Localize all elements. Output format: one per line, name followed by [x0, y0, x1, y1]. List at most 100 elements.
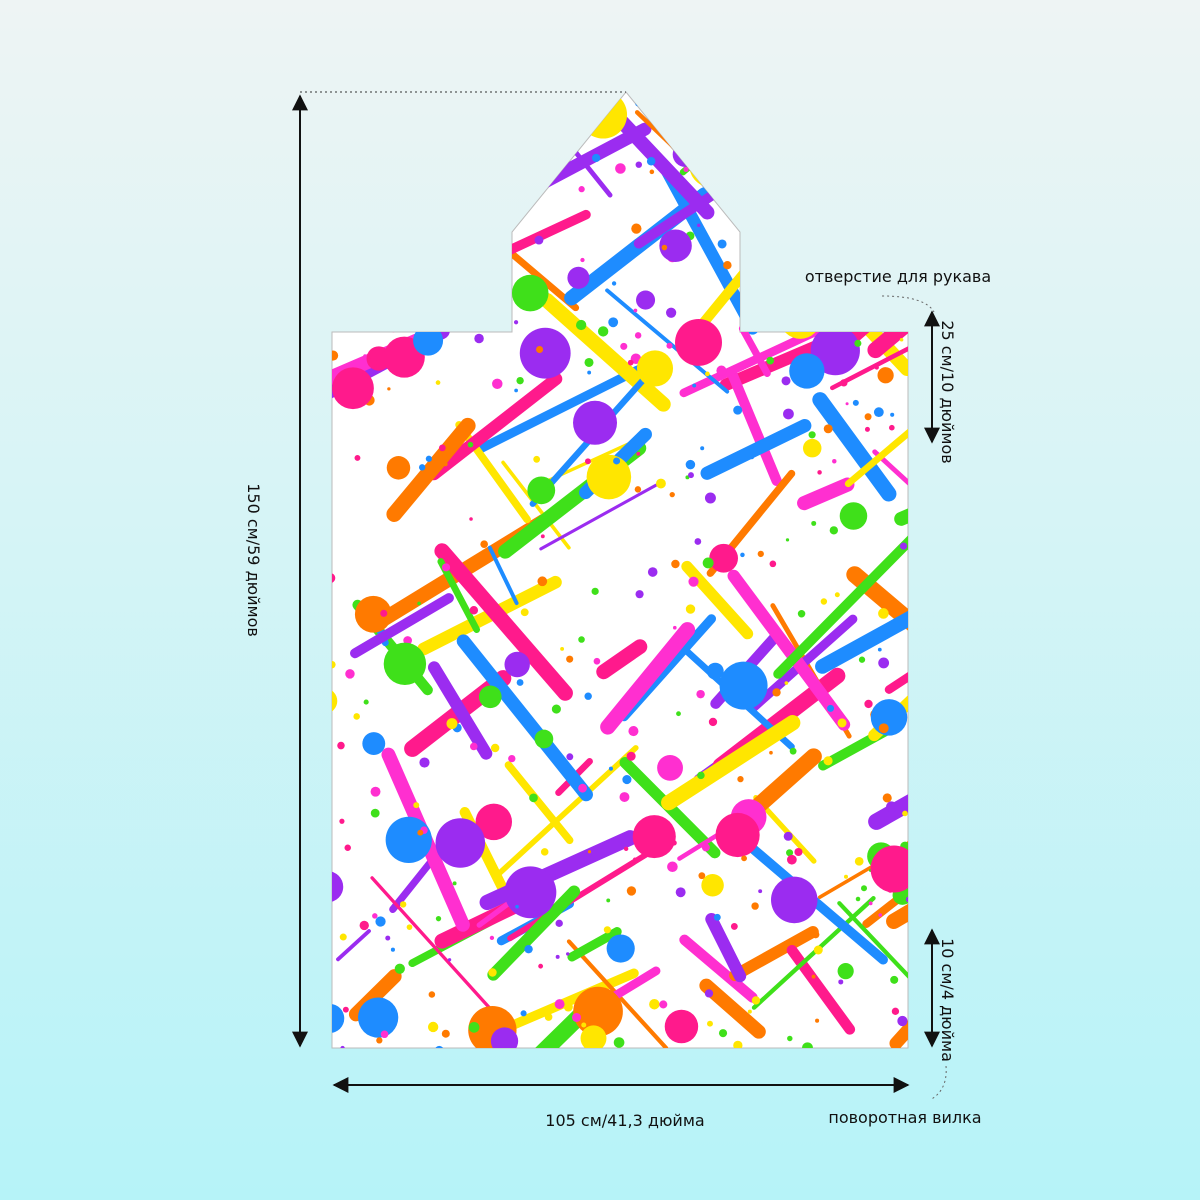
paint-drop	[877, 647, 882, 652]
paint-drop	[864, 426, 870, 432]
paint-drop	[685, 459, 696, 470]
paint-streak	[389, 853, 439, 913]
paint-drop	[383, 642, 427, 686]
paint-drop	[675, 887, 686, 898]
paint-drop	[683, 166, 689, 172]
paint-drop	[435, 818, 486, 868]
paint-drop	[719, 465, 726, 472]
paint-drop	[661, 244, 668, 251]
paint-streak	[738, 324, 771, 377]
paint-splatter	[332, 92, 908, 1048]
paint-drop	[632, 815, 676, 859]
sleeve-opening-label: отверстие для рукава	[805, 267, 991, 286]
paint-streak	[600, 622, 696, 735]
paint-streak	[370, 876, 499, 1018]
paint-drop	[417, 601, 421, 606]
paint-drop	[882, 793, 892, 803]
paint-drop	[783, 408, 794, 420]
paint-drop	[515, 904, 519, 909]
paint-drop	[490, 1027, 519, 1048]
paint-drop	[537, 576, 548, 587]
paint-drop	[551, 704, 561, 714]
paint-drop	[864, 413, 872, 421]
paint-drop	[520, 608, 529, 617]
paint-drop	[363, 699, 369, 705]
paint-drop	[649, 998, 660, 1010]
paint-drop	[354, 595, 392, 633]
paint-drop	[815, 1018, 820, 1023]
paint-drop	[878, 723, 889, 734]
paint-drop	[802, 438, 822, 458]
paint-drop	[855, 896, 861, 902]
paint-drop	[633, 857, 637, 862]
paint-drop	[817, 470, 822, 475]
paint-drop	[646, 156, 656, 166]
guide-line	[881, 295, 935, 313]
paint-drop	[700, 446, 705, 451]
paint-streak	[812, 392, 897, 502]
paint-streak	[507, 849, 653, 942]
paint-drop	[508, 754, 516, 763]
paint-drop	[627, 359, 634, 366]
paint-drop	[380, 609, 388, 617]
paint-streak	[612, 112, 715, 220]
paint-drop	[520, 1010, 527, 1017]
paint-streak	[386, 417, 476, 522]
paint-drop	[385, 816, 432, 863]
paint-streak	[487, 885, 581, 981]
paint-drop	[468, 1021, 480, 1033]
paint-streak	[496, 745, 639, 877]
paint-drop	[441, 1029, 450, 1038]
paint-drop	[553, 870, 557, 875]
paint-drop	[659, 229, 692, 262]
paint-drop	[332, 573, 336, 584]
paint-streak	[681, 560, 754, 640]
paint-drop	[584, 458, 591, 465]
paint-streak	[699, 978, 766, 1039]
paint-drop	[786, 849, 794, 857]
paint-drop	[367, 358, 377, 368]
paint-drop	[613, 457, 621, 465]
paint-drop	[622, 774, 632, 785]
paint-drop	[534, 235, 544, 245]
paint-drop	[358, 997, 399, 1038]
swivel-label: поворотная вилка	[828, 1108, 981, 1127]
paint-drop	[480, 540, 488, 548]
paint-drop	[834, 592, 840, 598]
paint-drop	[786, 854, 797, 865]
paint-drop	[694, 538, 702, 545]
paint-drop	[854, 856, 864, 866]
paint-drop	[634, 332, 642, 339]
paint-drop	[688, 576, 699, 587]
paint-drop	[845, 402, 849, 406]
paint-drop	[608, 766, 613, 771]
paint-drop	[572, 1012, 582, 1022]
paint-drop	[419, 757, 430, 768]
paint-drop	[685, 604, 696, 614]
paint-drop	[593, 657, 601, 665]
paint-drop	[669, 491, 675, 498]
paint-drop	[354, 454, 361, 461]
paint-drop	[702, 557, 714, 569]
paint-streak	[815, 564, 908, 674]
paint-drop	[527, 476, 556, 505]
paint-drop	[784, 681, 789, 685]
paint-drop	[843, 874, 848, 879]
height-label: 150 см/59 дюймов	[244, 483, 263, 637]
paint-drop	[730, 922, 738, 930]
paint-drop	[783, 831, 793, 841]
paint-streak	[539, 483, 658, 551]
paint-drop	[794, 847, 803, 857]
paint-drop	[615, 163, 626, 174]
paint-drop	[519, 327, 571, 379]
paint-drop	[697, 771, 705, 780]
paint-drop	[620, 342, 628, 350]
paint-drop	[868, 901, 873, 906]
paint-drop	[592, 153, 601, 163]
paint-drop	[372, 913, 378, 919]
paint-drop	[733, 405, 743, 415]
paint-drop	[890, 412, 895, 417]
paint-drop	[812, 930, 820, 939]
paint-streak	[830, 327, 908, 391]
